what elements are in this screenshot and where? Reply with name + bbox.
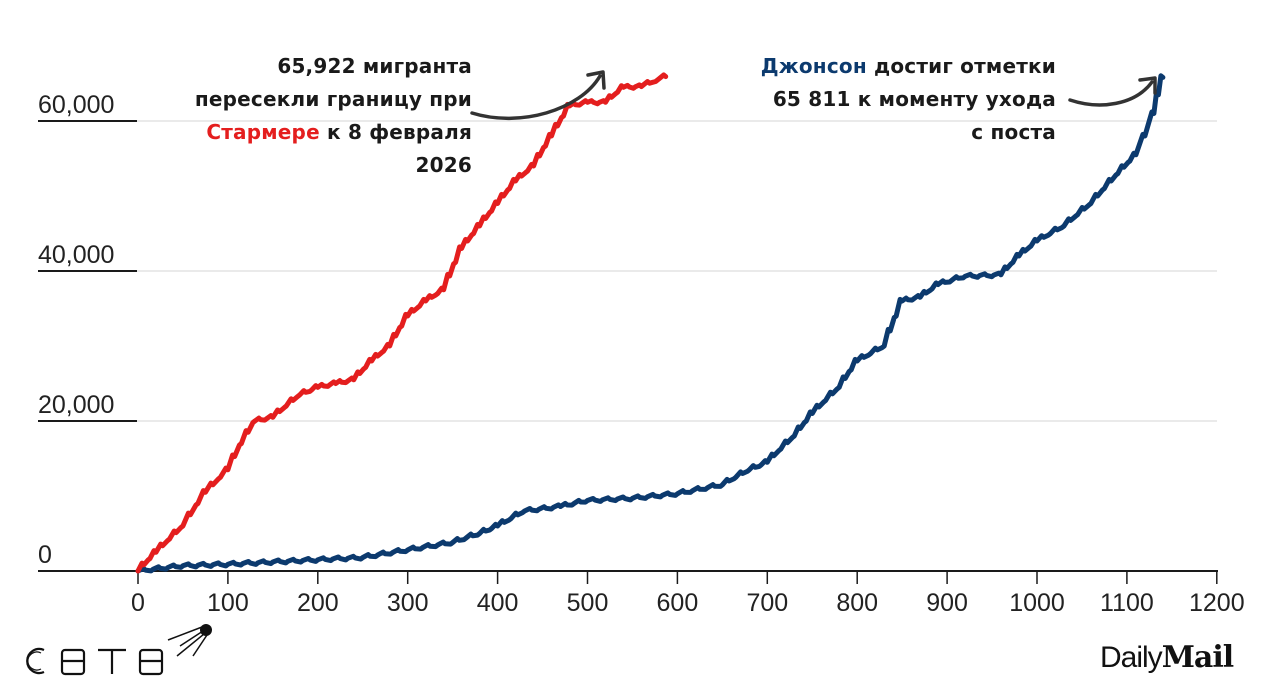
annotation-starmer: 65,922 мигранта пересекли границу при Ст… (140, 50, 472, 182)
x-tick-label: 1200 (1189, 589, 1245, 617)
x-tick-label: 100 (207, 589, 249, 617)
x-tick-label: 300 (387, 589, 429, 617)
x-tick-label: 900 (926, 589, 968, 617)
arrow-johnson-icon (1068, 80, 1154, 107)
sputnik-icon (167, 624, 212, 657)
y-tick-label: 60,000 (38, 91, 114, 119)
annot-starmer-line4: 2026 (415, 153, 472, 177)
daily-mail-logo: DailyMail (1100, 640, 1234, 675)
gridlines (134, 120, 1217, 422)
arrow-starmer-icon (470, 74, 602, 121)
x-tick-label: 800 (836, 589, 878, 617)
series-johnson-line (135, 73, 1166, 574)
x-tick-label: 600 (657, 589, 699, 617)
svtv-logo (26, 647, 164, 676)
starmer-highlight: Стармере (206, 120, 320, 144)
annot-johnson-line2: 65 811 к моменту ухода (772, 87, 1056, 111)
x-tick-label: 400 (477, 589, 519, 617)
x-tick-label: 1100 (1100, 589, 1154, 617)
annot-johnson-line1: Джонсон достиг отметки (700, 50, 1056, 83)
series-lines (135, 72, 1166, 574)
annot-starmer-line3-rest: к 8 февраля (319, 120, 472, 144)
x-tick-label: 200 (297, 589, 339, 617)
x-tick-label: 0 (131, 589, 145, 617)
x-tick-label: 500 (567, 589, 609, 617)
series-starmer-line (135, 72, 669, 574)
annot-starmer-line1: 65,922 мигранта (277, 54, 472, 78)
x-tick-label: 1000 (1009, 589, 1065, 617)
arrowhead-johnson-icon (1138, 76, 1157, 95)
y-tick-label: 40,000 (38, 241, 114, 269)
annotation-arrows (470, 70, 1157, 121)
x-axis: 0 100 200 300 400 500 600 700 800 900 1000 1100 1200 (38, 570, 1245, 617)
annotation-johnson: Джонсон достиг отметки 65 811 к моменту … (700, 50, 1056, 149)
annot-johnson-line1-rest: достиг отметки (866, 54, 1056, 78)
annot-starmer-line2: пересекли границу при (194, 87, 472, 111)
y-tick-label: 0 (38, 541, 52, 569)
johnson-highlight: Джонсон (760, 54, 867, 78)
y-tick-label: 20,000 (38, 391, 114, 419)
y-axis: 0 20,000 40,000 60,000 (38, 91, 137, 572)
x-tick-label: 700 (746, 589, 788, 617)
daily-mail-logo-mail: Mail (1161, 640, 1234, 675)
annot-johnson-line3: с поста (971, 120, 1056, 144)
daily-mail-logo-daily: Daily (1100, 641, 1163, 674)
arrowhead-starmer-icon (586, 70, 606, 90)
annot-starmer-line3: Стармере к 8 февраля (140, 116, 472, 149)
